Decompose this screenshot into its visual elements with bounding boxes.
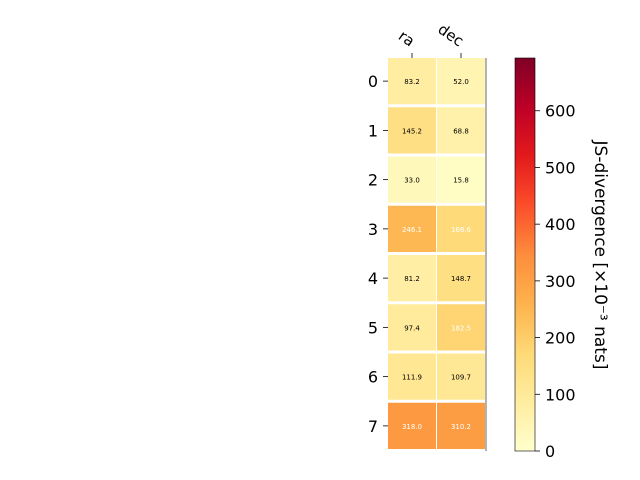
column-tick-labels: ra dec [395,20,467,58]
cell-value-label: 148.7 [451,275,471,283]
cell-value-label: 111.9 [402,374,422,382]
colorbar-tick-label: 0 [545,442,555,461]
row-tick-labels: 0 1 2 3 4 5 6 7 [368,72,388,436]
heatmap-cell [388,255,436,302]
row-tick-label: 7 [368,417,378,436]
colorbar-tick-label: 200 [545,329,576,348]
cell-value-label: 109.7 [451,374,471,382]
colorbar-label: JS-divergence [×10⁻³ nats] [590,140,610,370]
heatmap-cell [437,205,485,252]
colorbar-tick-label: 600 [545,102,576,121]
colorbar-tick-label: 300 [545,272,576,291]
colorbar-tick-label: 400 [545,215,576,234]
heatmap-cell [437,156,485,203]
cell-value-label: 182.5 [451,324,471,332]
cell-value-label: 246.1 [402,226,422,234]
heatmap-cell [437,304,485,351]
row-tick-label: 6 [368,368,378,387]
row-tick-label: 3 [368,220,378,239]
row-tick-label: 2 [368,171,378,190]
cell-value-label: 52.0 [453,78,469,86]
row-tick-label: 4 [368,269,378,288]
cell-value-label: 168.6 [451,226,472,234]
cell-value-label: 83.2 [404,78,420,86]
row-tick-label: 0 [368,72,378,91]
heatmap-cell [388,58,436,105]
row-tick-label: 5 [368,318,378,337]
heatmap-cells: 83.2 52.0 145.2 68.8 33.0 15.8 246.1 168.6 81.2 1… [388,58,487,451]
cell-value-label: 68.8 [453,127,469,135]
colorbar-tick-label: 100 [545,385,576,404]
heatmap-cell [437,107,485,154]
cell-value-label: 97.4 [404,324,420,332]
heatmap-cell [437,353,485,400]
cell-value-label: 310.2 [451,423,471,431]
heatmap-cell [437,58,485,105]
cell-value-label: 33.0 [404,177,420,185]
colorbar-tick-label: 500 [545,158,576,177]
cell-value-label: 81.2 [404,275,420,283]
heatmap-cell [388,353,436,400]
column-tick-label: ra [395,27,418,51]
heatmap-cell [437,402,485,449]
heatmap-cell [388,205,436,252]
cell-value-label: 15.8 [453,177,469,185]
colorbar-gradient [514,57,536,452]
row-tick-label: 1 [368,121,378,140]
colorbar: 0 100 200 300 400 500 600 JS-divergence [×10⁻³… [514,57,610,461]
heatmap-cell [388,107,436,154]
heatmap-cell [388,402,436,449]
column-tick-label: dec [435,20,467,50]
colorbar-ticks: 0 100 200 300 400 500 600 [535,102,576,461]
heatmap-cell [388,156,436,203]
cell-value-label: 318.0 [402,423,422,431]
cell-value-label: 145.2 [402,127,422,135]
heatmap-cell [437,255,485,302]
heatmap-cell [388,304,436,351]
